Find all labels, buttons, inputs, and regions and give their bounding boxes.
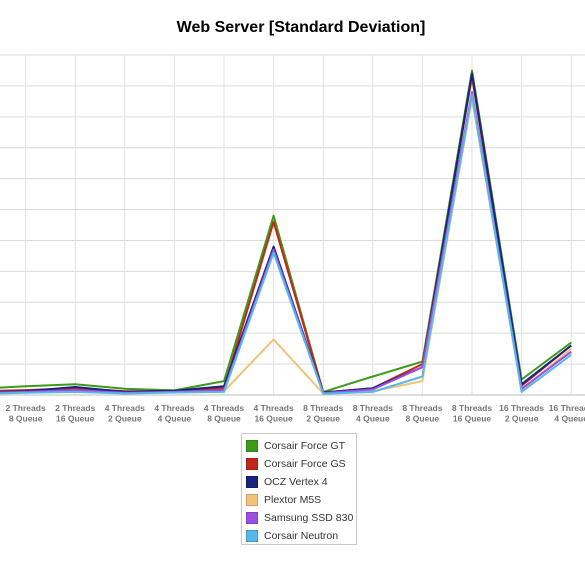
- x-tick-label: 4 Threads: [254, 403, 294, 413]
- x-tick-label: 16 Threads: [549, 403, 585, 413]
- x-tick-label: 2 Queue: [108, 414, 142, 424]
- legend-item[interactable]: Samsung SSD 830: [246, 509, 356, 527]
- series-line-corsair-force-gt: [0, 69, 572, 393]
- x-tick-label: 8 Queue: [406, 414, 440, 424]
- legend-item[interactable]: OCZ Vertex 4: [246, 473, 356, 491]
- legend-swatch: [246, 440, 258, 452]
- legend-item[interactable]: Corsair Force GS: [246, 455, 356, 473]
- series-line-corsair-neutron: [0, 94, 572, 395]
- x-tick-label: 2 Threads: [6, 403, 46, 413]
- x-tick-label: 8 Queue: [9, 414, 43, 424]
- x-tick-label: 4 Queue: [158, 414, 192, 424]
- x-tick-label: 8 Threads: [353, 403, 393, 413]
- x-tick-label: 4 Queue: [554, 414, 585, 424]
- x-tick-label: 2 Threads: [55, 403, 95, 413]
- legend-swatch: [246, 530, 258, 542]
- x-tick-label: 4 Threads: [105, 403, 145, 413]
- series-line-ocz-vertex-4: [0, 72, 572, 394]
- legend: Corsair Force GT Corsair Force GS OCZ Vert…: [241, 433, 357, 545]
- x-tick-label: 2 Queue: [306, 414, 340, 424]
- series-line-samsung-ssd-830: [0, 91, 572, 395]
- legend-item[interactable]: Corsair Force GT: [246, 437, 356, 455]
- legend-label: Samsung SSD 830: [264, 512, 354, 524]
- legend-item[interactable]: Plextor M5S: [246, 491, 356, 509]
- legend-label: OCZ Vertex 4: [264, 476, 328, 488]
- x-tick-label: 4 Queue: [356, 414, 390, 424]
- series-line-plextor-m5s: [0, 97, 572, 395]
- x-tick-label: 4 Threads: [204, 403, 244, 413]
- legend-swatch: [246, 512, 258, 524]
- x-tick-label: 8 Threads: [303, 403, 343, 413]
- legend-swatch: [246, 494, 258, 506]
- legend-swatch: [246, 476, 258, 488]
- series-line-corsair-force-gs: [0, 75, 572, 394]
- legend-label: Plextor M5S: [264, 494, 322, 506]
- legend-label: Corsair Force GT: [264, 440, 346, 452]
- legend-label: Corsair Neutron: [264, 530, 339, 542]
- series-lines: [0, 69, 572, 395]
- x-tick-label: 16 Queue: [56, 414, 95, 424]
- x-tick-label: 2 Queue: [505, 414, 539, 424]
- legend-swatch: [246, 458, 258, 470]
- x-tick-label: 16 Threads: [499, 403, 544, 413]
- x-tick-label: 16 Queue: [254, 414, 293, 424]
- x-tick-label: 4 Threads: [154, 403, 194, 413]
- x-tick-label: 8 Threads: [452, 403, 492, 413]
- x-tick-label: 8 Queue: [207, 414, 241, 424]
- chart-title: Web Server [Standard Deviation]: [176, 19, 426, 36]
- legend-item[interactable]: Corsair Neutron: [246, 527, 356, 545]
- x-tick-label: 16 Queue: [453, 414, 492, 424]
- legend-label: Corsair Force GS: [264, 458, 346, 470]
- x-tick-label: 8 Threads: [402, 403, 442, 413]
